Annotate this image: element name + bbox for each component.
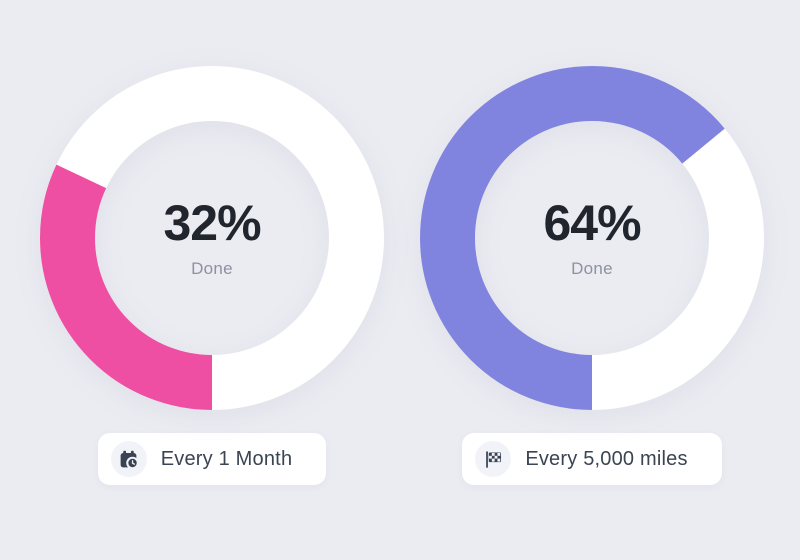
monthly-progress-column: 32% Done Every 1 Month <box>22 0 402 485</box>
calendar-clock-icon <box>120 450 140 469</box>
donut-progress-arc <box>420 66 764 410</box>
legend-label: Every 1 Month <box>160 447 293 470</box>
mileage-legend-card[interactable]: Every 5,000 miles <box>462 433 722 485</box>
checkered-flag-icon <box>485 450 501 468</box>
monthly-legend-card[interactable]: Every 1 Month <box>97 433 327 485</box>
donut-progress-arc <box>40 66 384 410</box>
legend-label: Every 5,000 miles <box>525 447 688 470</box>
dashboard: 32% Done Every 1 Month <box>22 0 782 485</box>
mileage-progress-column: 64% Done Every <box>402 0 782 485</box>
donut-svg <box>40 66 384 410</box>
monthly-donut-chart: 32% Done <box>40 66 384 410</box>
legend-icon-chip <box>110 441 147 477</box>
legend-icon-chip <box>475 441 512 477</box>
mileage-donut-chart: 64% Done <box>420 66 764 410</box>
donut-svg <box>420 66 764 410</box>
